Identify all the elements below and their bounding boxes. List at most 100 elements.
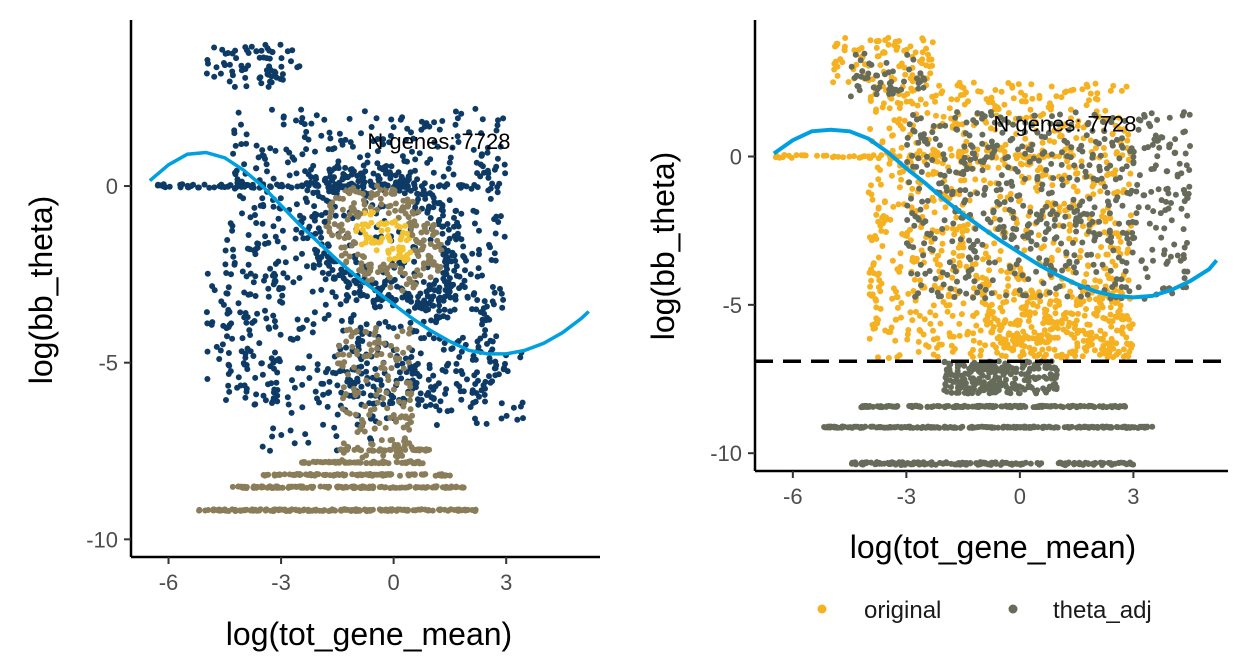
right-point-original — [988, 310, 995, 317]
right-point-theta-adj — [967, 424, 974, 431]
right-point-original — [1005, 110, 1012, 116]
left-point — [427, 274, 434, 281]
left-point — [496, 180, 503, 187]
left-point — [351, 290, 358, 296]
right-point-original — [840, 154, 847, 161]
left-point — [296, 275, 303, 281]
right-point-theta-adj — [1027, 208, 1034, 215]
left-point — [420, 243, 427, 250]
right-point-theta-adj — [1005, 164, 1012, 171]
left-point — [279, 76, 286, 83]
left-point — [400, 229, 407, 236]
right-point-theta-adj — [1113, 403, 1120, 410]
left-point — [277, 331, 284, 338]
right-point-original — [1070, 183, 1077, 190]
left-point — [362, 403, 368, 410]
right-point-original — [949, 348, 956, 355]
right-point-original — [1119, 312, 1126, 319]
left-point — [269, 272, 276, 279]
left-point — [451, 267, 458, 274]
left-point — [388, 365, 395, 372]
right-point-theta-adj — [877, 424, 884, 430]
right-point-theta-adj — [1003, 180, 1010, 187]
right-point-original — [898, 144, 905, 151]
left-point — [430, 335, 437, 342]
left-point — [243, 140, 250, 147]
left-point — [241, 65, 248, 72]
left-point — [406, 325, 413, 332]
right-point-original — [923, 342, 930, 349]
left-point — [270, 223, 277, 230]
right-point-theta-adj — [1182, 150, 1189, 157]
left-point — [245, 50, 252, 56]
left-point — [374, 136, 381, 142]
left-point — [346, 115, 353, 122]
right-point-original — [1018, 305, 1025, 311]
right-point-original — [1070, 86, 1077, 93]
left-point — [396, 369, 403, 376]
left-point — [440, 251, 447, 258]
right-point-theta-adj — [977, 402, 983, 409]
right-point-original — [889, 257, 896, 264]
left-point — [413, 302, 420, 309]
right-point-theta-adj — [942, 404, 948, 411]
left-point — [466, 129, 472, 136]
left-point — [323, 369, 329, 376]
left-point — [272, 278, 279, 285]
left-point — [213, 343, 220, 350]
right-point-theta-adj — [962, 130, 969, 137]
left-point — [325, 180, 332, 187]
left-point — [263, 55, 270, 62]
left-point — [291, 384, 298, 391]
right-point-theta-adj — [1096, 163, 1103, 170]
right-point-original — [944, 308, 951, 315]
left-point — [412, 204, 419, 211]
left-point — [348, 333, 355, 340]
left-point — [342, 250, 349, 257]
left-point — [464, 294, 471, 301]
right-point-original — [950, 249, 957, 256]
left-point — [322, 176, 329, 183]
left-point — [409, 412, 416, 419]
left-point — [319, 507, 326, 514]
left-y-tick-label: -5 — [98, 351, 118, 376]
left-trend-line — [148, 150, 590, 356]
left-point — [363, 377, 370, 384]
right-point-theta-adj — [1148, 110, 1155, 117]
right-point-original — [1127, 325, 1134, 332]
right-point-original — [1053, 297, 1060, 304]
right-point-original — [956, 259, 963, 266]
left-point — [380, 360, 387, 367]
right-point-original — [1110, 354, 1117, 361]
left-point — [324, 403, 331, 410]
left-point — [500, 115, 507, 122]
left-point — [472, 105, 479, 112]
left-point — [493, 333, 500, 340]
right-point-original — [904, 336, 911, 343]
left-point — [337, 368, 343, 375]
right-point-original — [1091, 347, 1098, 354]
right-point-theta-adj — [922, 218, 929, 225]
left-point — [265, 239, 272, 246]
left-point — [224, 290, 231, 297]
left-point — [339, 206, 346, 213]
left-point — [296, 63, 303, 70]
left-point — [247, 332, 254, 338]
left-point — [266, 65, 273, 72]
right-point-original — [1109, 258, 1116, 265]
right-point-original — [982, 250, 989, 257]
right-point-original — [970, 346, 976, 353]
right-point-original — [1011, 290, 1018, 297]
left-point — [407, 249, 414, 256]
right-point-theta-adj — [988, 378, 995, 385]
right-point-original — [912, 49, 919, 56]
right-point-theta-adj — [1110, 247, 1117, 254]
right-point-theta-adj — [1082, 168, 1089, 175]
left-point — [376, 339, 383, 346]
left-point — [252, 273, 259, 280]
right-point-theta-adj — [936, 180, 943, 187]
right-point-theta-adj — [963, 119, 970, 126]
right-point-original — [885, 41, 892, 48]
left-point — [380, 401, 387, 408]
left-point — [299, 151, 306, 158]
